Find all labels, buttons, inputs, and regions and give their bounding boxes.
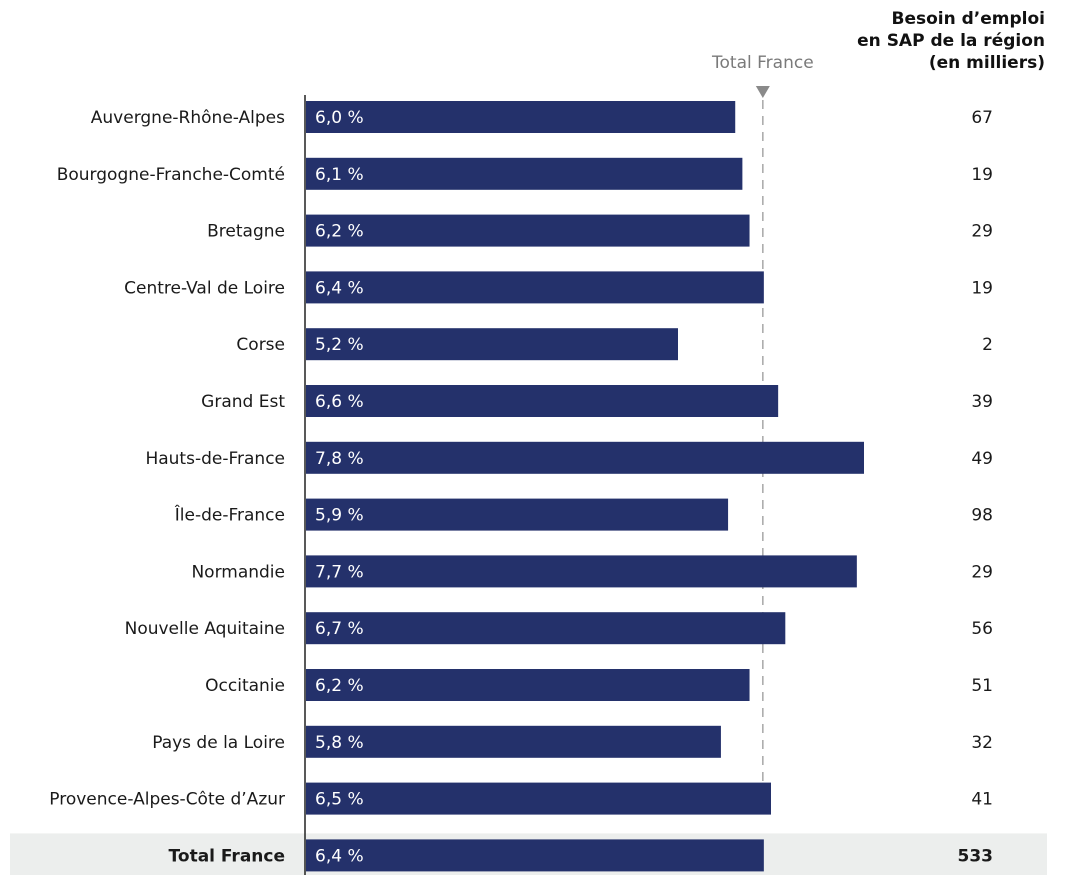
employment-need-header-line-1: Besoin d’emploi [891,9,1045,29]
bar-value-label: 6,1 % [315,165,364,185]
bar [306,101,736,133]
bar-value-label: 6,5 % [315,790,364,810]
bar [306,782,771,815]
bar-value-label: 5,2 % [315,335,364,355]
bar-value-label: 6,6 % [315,392,364,412]
category-label: Bretagne [207,222,285,242]
bar [306,612,786,645]
bar-value-label: 6,2 % [315,222,364,242]
employment-need-value: 19 [971,278,993,298]
category-label: Hauts-de-France [145,449,285,469]
employment-need-header: Besoin d’emploi en SAP de la région (en … [825,8,1045,74]
employment-need-value: 98 [971,506,993,526]
bar [306,328,678,361]
bar [306,157,743,190]
employment-need-value: 2 [982,335,993,355]
bar [306,498,729,531]
category-label: Grand Est [201,392,285,412]
category-label: Provence-Alpes-Côte d’Azur [49,790,285,810]
employment-need-value: 32 [971,733,993,753]
employment-need-value: 51 [971,676,993,696]
bar [306,669,750,701]
bar-value-label: 6,7 % [315,619,364,639]
category-label: Normandie [191,562,285,582]
category-label: Nouvelle Aquitaine [125,619,285,639]
category-label: Occitanie [205,676,285,696]
bar-value-label: 6,4 % [315,278,364,298]
employment-need-value: 49 [971,449,993,469]
bar [306,214,750,247]
category-label: Auvergne-Rhône-Alpes [91,108,285,128]
bar-value-label: 6,2 % [315,676,364,696]
category-label: Île-de-France [174,504,285,526]
category-label: Total France [169,846,285,866]
employment-need-value: 41 [971,790,993,810]
employment-need-value: 39 [971,392,993,412]
employment-need-value: 533 [958,846,994,866]
employment-need-value: 19 [971,165,993,185]
category-label: Pays de la Loire [152,733,285,753]
employment-need-value: 29 [971,222,993,242]
employment-need-header-line-2: en SAP de la région [857,31,1045,51]
bar [306,725,721,758]
bar [306,385,779,417]
category-label: Corse [236,335,285,355]
employment-need-header-line-3: (en milliers) [928,53,1045,73]
bar [306,839,764,872]
reference-label: Total France [711,53,814,73]
category-label: Centre-Val de Loire [124,278,285,298]
bar-value-label: 7,8 % [315,449,364,469]
bar [306,555,857,588]
category-label: Bourgogne-Franche-Comté [57,165,285,185]
bar-value-label: 6,4 % [315,846,364,866]
bar-value-label: 7,7 % [315,562,364,582]
employment-need-value: 56 [971,619,993,639]
bar-value-label: 6,0 % [315,108,364,128]
employment-need-value: 29 [971,562,993,582]
reference-marker-icon [755,86,770,98]
employment-need-value: 67 [971,108,993,128]
bar [306,271,764,304]
bar [306,441,864,474]
bar-value-label: 5,8 % [315,733,364,753]
bar-value-label: 5,9 % [315,506,364,526]
